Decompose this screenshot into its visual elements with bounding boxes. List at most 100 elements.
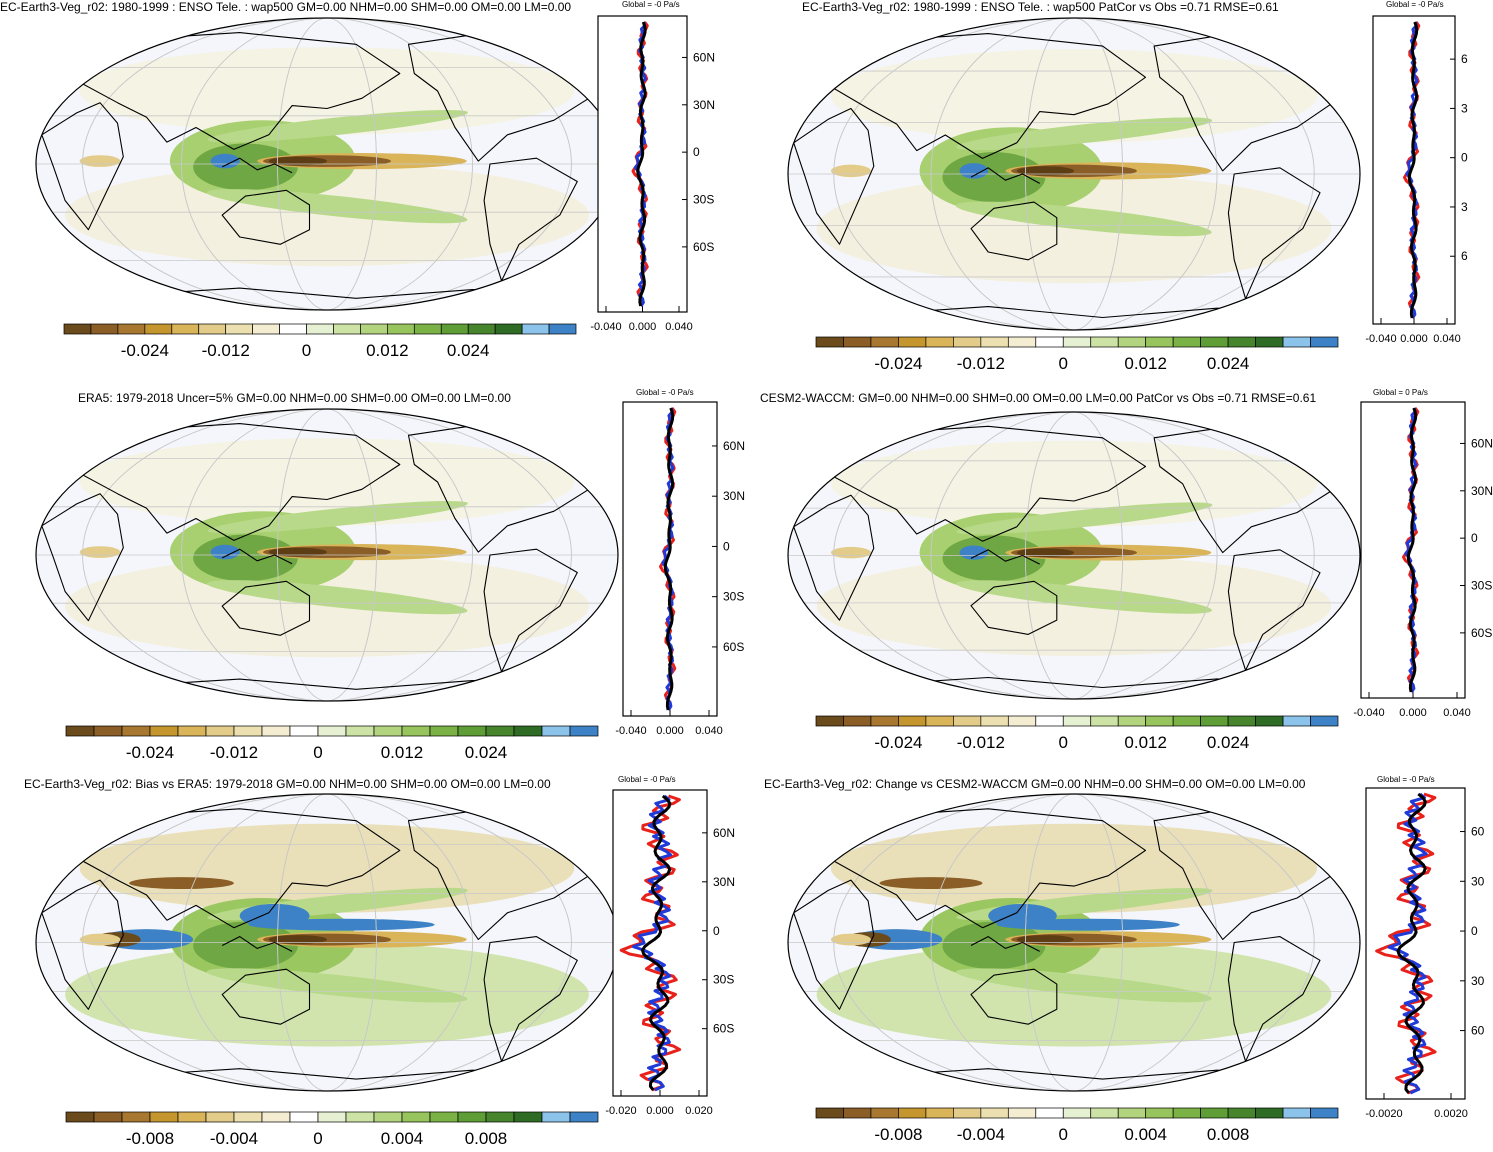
colorbar-swatch	[541, 725, 571, 737]
x-tick-label: 0.0020	[1434, 1108, 1468, 1120]
colorbar-swatch	[1282, 715, 1311, 727]
x-tick-label: 0.000	[656, 725, 684, 737]
colorbar-swatch	[1255, 336, 1284, 348]
colorbar-swatch	[898, 1107, 927, 1119]
colorbar-label: 0	[313, 743, 322, 762]
x-tick-label: 0.040	[1433, 333, 1461, 345]
colorbar-label: 0	[1059, 1125, 1068, 1144]
map-border	[787, 793, 1361, 1092]
colorbar-swatch	[429, 725, 459, 737]
australia-coast	[221, 968, 311, 1025]
lat-label: 30S	[723, 590, 744, 604]
ascent-band	[206, 189, 468, 224]
ascent-band	[955, 968, 1212, 1003]
graticule	[788, 18, 1360, 330]
colorbar-swatch	[1227, 715, 1256, 727]
colorbar-label: 0.004	[1124, 1125, 1167, 1144]
colorbar-swatch	[1310, 715, 1339, 727]
strong-ascent-region	[210, 153, 240, 169]
colorbar-swatch	[898, 715, 927, 727]
strong-ascent-region	[959, 545, 989, 560]
colorbar-swatch	[1310, 336, 1339, 348]
south-america-coast	[1227, 936, 1321, 1062]
colorbar-swatch	[1200, 1107, 1229, 1119]
south-america-coast	[483, 157, 578, 282]
colorbar-swatch	[90, 323, 119, 335]
panel1-zonal-title: Global = -0 Pa/s	[622, 0, 680, 9]
colorbar-swatch	[980, 715, 1009, 727]
colorbar-swatch	[317, 1111, 347, 1123]
colorbar-swatch	[345, 1111, 375, 1123]
panel3-colorbar: -0.024 -0.012 0 0.012 0.024	[65, 725, 599, 762]
lat-label: 60S	[693, 240, 714, 254]
lat-label: 0	[1471, 924, 1478, 938]
longitude-line	[833, 18, 1315, 330]
colorbar-swatch	[870, 1107, 899, 1119]
obs-zonal-mean-line	[1387, 792, 1428, 1095]
colorbar-swatch	[233, 725, 263, 737]
map-border	[787, 411, 1361, 700]
bias-blue-region	[239, 903, 310, 928]
colorbar-swatch	[65, 1111, 95, 1123]
colorbar-swatch	[1062, 336, 1092, 348]
africa-coast	[41, 102, 124, 231]
longitude-line	[1024, 18, 1124, 330]
colorbar-swatch	[233, 1111, 263, 1123]
colorbar-label: 0	[1059, 354, 1068, 373]
indian-ocean-anomaly	[79, 155, 121, 167]
ascent-band	[956, 580, 1213, 614]
x-tick-label: 0.000	[1399, 707, 1427, 719]
colorbar-swatch	[925, 715, 954, 727]
map-field	[36, 409, 618, 701]
colorbar-swatch	[485, 725, 515, 737]
indonesia-islands	[970, 936, 1040, 952]
colorbar-swatch	[1035, 1107, 1064, 1119]
colorbar-label: 0.004	[381, 1129, 424, 1148]
colorbar-swatch	[569, 1111, 599, 1123]
colorbar-swatch	[1035, 715, 1064, 727]
colorbar-swatch	[953, 715, 982, 727]
longitude-line	[1024, 412, 1124, 699]
colorbar-swatch	[177, 725, 207, 737]
colorbar-swatch	[1255, 1107, 1284, 1119]
lat-label: 30S	[1471, 579, 1492, 593]
reference-zonal-mean-line	[636, 21, 647, 307]
colorbar-swatch	[843, 336, 872, 348]
map-field	[788, 794, 1360, 1091]
colorbar-swatch	[413, 323, 442, 335]
longitude-line	[277, 18, 377, 310]
colorbar-swatch	[485, 1111, 515, 1123]
colorbar-label: 0	[313, 1129, 322, 1148]
colorbar-swatch	[1172, 715, 1201, 727]
descent-tongue-core	[1016, 935, 1074, 944]
indonesia-islands	[221, 157, 293, 174]
lat-label: 30N	[693, 98, 715, 112]
panel5-zonal-title: Global = -0 Pa/s	[618, 775, 676, 784]
africa-coast	[793, 107, 875, 245]
map-field	[36, 18, 618, 310]
lat-label: 3	[1461, 200, 1468, 214]
colorbar-label: 0.024	[1207, 354, 1250, 373]
map-field	[788, 412, 1360, 699]
colorbar-swatch	[1200, 715, 1229, 727]
map-field	[36, 794, 618, 1091]
panel1-map	[35, 17, 619, 311]
eurasia-coast	[793, 33, 1147, 159]
panel6-map	[787, 793, 1361, 1092]
colorbar-swatch	[953, 1107, 982, 1119]
colorbar-label: -0.024	[874, 733, 922, 752]
obs-zonal-mean-line	[632, 794, 673, 1092]
panel2-zonal-title: Global = -0 Pa/s	[1386, 0, 1444, 9]
eurasia-coast	[793, 808, 1147, 929]
colorbar-label: 0.024	[447, 341, 490, 360]
australia-coast	[221, 580, 311, 636]
colorbar-swatch	[980, 336, 1009, 348]
lat-label: 30	[1471, 874, 1485, 888]
colorbar-swatch	[177, 1111, 207, 1123]
panel4-zonal-title: Global = 0 Pa/s	[1373, 388, 1428, 397]
x-tick-label: 0.000	[646, 1105, 674, 1117]
longitude-line	[930, 794, 1218, 1091]
colorbar-swatch	[1145, 715, 1174, 727]
descent-tongue-core	[268, 156, 327, 166]
panel5-zonal-mean-plot: -0.020 0.000 0.020 60N 30N 0 30S 60S	[605, 789, 735, 1117]
